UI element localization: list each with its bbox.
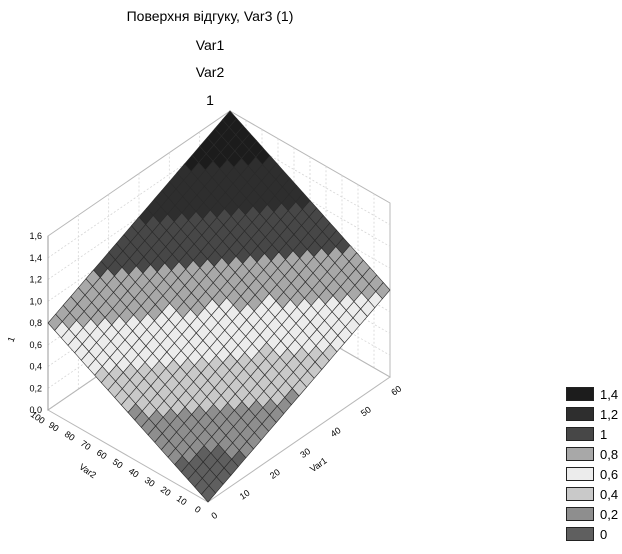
z-tick-label: 0,8 — [29, 318, 42, 328]
legend-swatch — [566, 467, 594, 481]
z-tick-label: 0,4 — [29, 362, 42, 372]
y-tick-label: 90 — [47, 420, 61, 434]
y-tick-label: 80 — [63, 429, 77, 443]
legend-label: 0 — [600, 526, 608, 542]
z-tick-label: 1,6 — [29, 231, 42, 241]
x-tick-label: 20 — [268, 467, 282, 481]
y-axis-label: Var2 — [77, 462, 98, 481]
legend-item: 0,6 — [566, 464, 618, 484]
legend-item: 1,2 — [566, 404, 618, 424]
chart-subtitle-var1: Var1 — [195, 37, 225, 53]
legend-item: 1 — [566, 424, 618, 444]
legend-label: 1,4 — [600, 386, 619, 402]
legend-item: 0 — [566, 524, 618, 544]
y-tick-label: 0 — [193, 504, 203, 515]
y-tick-label: 30 — [143, 475, 157, 489]
y-tick-label: 70 — [79, 438, 93, 452]
legend: 1,4 1,2 1 0,8 0,6 0,4 0,2 0 — [566, 384, 618, 544]
z-tick-label: 0,2 — [29, 383, 42, 393]
x-axis-label: Var1 — [308, 455, 329, 474]
legend-swatch — [566, 427, 594, 441]
x-tick-label: 40 — [329, 425, 343, 439]
y-tick-label: 20 — [159, 484, 173, 498]
chart-title: Поверхня відгуку, Var3 (1) — [126, 8, 294, 24]
z-tick-label: 0,6 — [29, 340, 42, 350]
legend-swatch — [566, 507, 594, 521]
z-tick-label: 0,0 — [29, 405, 42, 415]
legend-label: 0,4 — [600, 486, 619, 502]
legend-item: 0,4 — [566, 484, 618, 504]
legend-item: 0,2 — [566, 504, 618, 524]
y-tick-label: 60 — [95, 447, 109, 461]
legend-label: 1 — [600, 426, 608, 442]
x-tick-label: 0 — [209, 510, 219, 521]
y-tick-label: 50 — [111, 457, 125, 471]
legend-label: 0,2 — [600, 506, 619, 522]
chart-subtitle-1: 1 — [206, 92, 214, 108]
legend-swatch — [566, 387, 594, 401]
legend-swatch — [566, 487, 594, 501]
legend-item: 1,4 — [566, 384, 618, 404]
legend-swatch — [566, 447, 594, 461]
legend-swatch — [566, 527, 594, 541]
z-tick-label: 1,2 — [29, 275, 42, 285]
surface-cell — [200, 485, 216, 503]
x-tick-label: 50 — [359, 404, 373, 418]
legend-label: 0,8 — [600, 446, 619, 462]
x-tick-label: 10 — [238, 488, 252, 502]
z-tick-label: 1,0 — [29, 296, 42, 306]
y-tick-label: 40 — [127, 466, 141, 480]
legend-swatch — [566, 407, 594, 421]
legend-label: 1,2 — [600, 406, 619, 422]
y-tick-label: 10 — [175, 493, 189, 507]
chart-subtitle-var2: Var2 — [195, 64, 225, 80]
legend-item: 0,8 — [566, 444, 618, 464]
x-tick-label: 60 — [389, 384, 403, 398]
z-axis-label: 1 — [6, 335, 17, 343]
z-tick-label: 1,4 — [29, 253, 42, 263]
legend-label: 0,6 — [600, 466, 619, 482]
x-tick-label: 30 — [298, 446, 312, 460]
